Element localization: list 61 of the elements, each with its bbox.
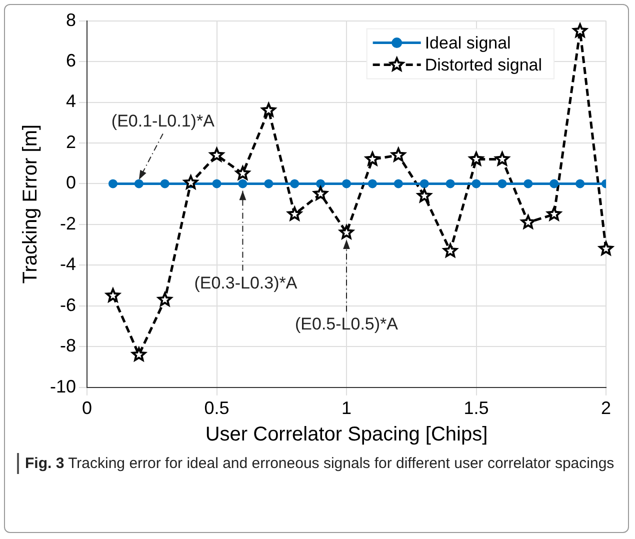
point: [365, 152, 380, 166]
point: [394, 179, 403, 188]
x-tick-label: 1.5: [464, 398, 489, 418]
annotation: (E0.5-L0.5)*A: [295, 314, 399, 334]
x-tick-label: 2: [600, 398, 612, 418]
legend-label: Distorted signal: [424, 55, 542, 74]
point: [158, 292, 172, 306]
x-tick-label: 1: [342, 398, 352, 418]
point: [420, 179, 429, 188]
point: [524, 179, 533, 188]
caption: Fig. 3 Tracking error for ideal and erroneous signals for different user correlator spacings: [25, 454, 616, 474]
point: [417, 188, 432, 202]
point: [106, 288, 120, 302]
point: [391, 148, 406, 162]
point: [339, 225, 354, 239]
legend-label: Ideal signal: [424, 33, 511, 52]
point: [238, 179, 248, 188]
point: [472, 179, 481, 188]
point: [210, 148, 224, 162]
point: [287, 206, 302, 221]
point: [498, 179, 507, 188]
y-tick-label: -4: [60, 254, 76, 274]
point: [316, 179, 326, 188]
point: [469, 152, 484, 166]
point: [495, 152, 510, 166]
x-axis-title: User Correlator Spacing [Chips]: [205, 424, 488, 446]
point: [132, 347, 146, 362]
point: [134, 179, 144, 188]
y-tick-label: 8: [66, 10, 76, 30]
annotation: (E0.1-L0.1)*A: [111, 111, 216, 130]
y-tick-label: -2: [60, 213, 76, 234]
point: [576, 179, 585, 188]
y-tick-label: -8: [60, 336, 76, 356]
y-tick-label: 6: [66, 50, 76, 70]
point: [212, 179, 222, 188]
point: [546, 206, 562, 221]
point: [108, 179, 118, 188]
y-tick-label: -10: [50, 376, 76, 396]
point: [313, 186, 328, 200]
point: [368, 179, 377, 188]
y-tick-label: 2: [66, 132, 76, 152]
point: [598, 241, 614, 256]
point: [261, 102, 276, 117]
point: [184, 175, 198, 189]
point: [342, 179, 352, 188]
point: [550, 179, 559, 188]
point: [160, 179, 170, 188]
y-tick-label: 4: [66, 91, 76, 112]
y-axis-title: Tracking Error [m]: [20, 124, 42, 284]
y-tick-label: 0: [66, 172, 76, 193]
annotation: (E0.3-L0.3)*A: [194, 273, 298, 292]
point: [236, 166, 250, 180]
point: [443, 243, 458, 258]
x-tick-label: 0.5: [204, 398, 230, 418]
y-tick-label: -6: [60, 294, 76, 315]
x-tick-label: 0: [82, 398, 92, 418]
point: [446, 179, 455, 188]
point: [520, 214, 536, 229]
point: [572, 23, 588, 38]
point: [264, 179, 274, 188]
point: [290, 179, 300, 188]
